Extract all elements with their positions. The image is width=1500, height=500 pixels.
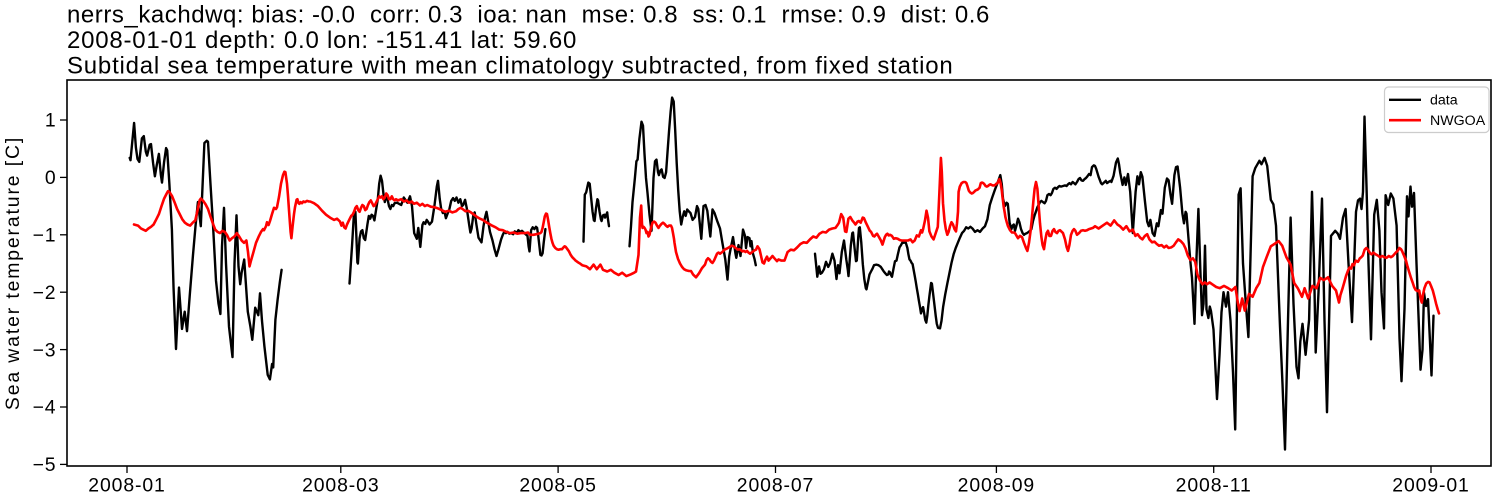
svg-text:−2: −2 (33, 282, 57, 304)
svg-text:Subtidal sea temperature with: Subtidal sea temperature with mean clima… (67, 53, 954, 80)
svg-text:Sea water temperature [C]: Sea water temperature [C] (2, 136, 24, 410)
svg-text:−3: −3 (33, 339, 57, 361)
svg-text:NWGOA: NWGOA (1430, 113, 1486, 129)
svg-text:−5: −5 (33, 454, 57, 476)
svg-text:2008-09: 2008-09 (958, 474, 1035, 496)
svg-text:1: 1 (45, 110, 57, 132)
svg-text:0: 0 (45, 167, 57, 189)
svg-text:2008-01: 2008-01 (88, 474, 165, 496)
svg-text:2008-11: 2008-11 (1176, 474, 1252, 496)
svg-text:nerrs_kachdwq: bias: -0.0 cor: nerrs_kachdwq: bias: -0.0 corr: 0.3 ioa:… (67, 2, 990, 29)
svg-text:−4: −4 (33, 397, 57, 419)
svg-text:2008-01-01 depth: 0.0 lon: -15: 2008-01-01 depth: 0.0 lon: -151.41 lat: … (67, 27, 577, 54)
svg-text:2008-05: 2008-05 (519, 474, 596, 496)
svg-text:2009-01: 2009-01 (1392, 474, 1469, 496)
svg-text:−1: −1 (33, 225, 57, 247)
svg-text:2008-03: 2008-03 (302, 474, 379, 496)
svg-text:2008-07: 2008-07 (737, 474, 814, 496)
svg-text:data: data (1430, 93, 1458, 109)
